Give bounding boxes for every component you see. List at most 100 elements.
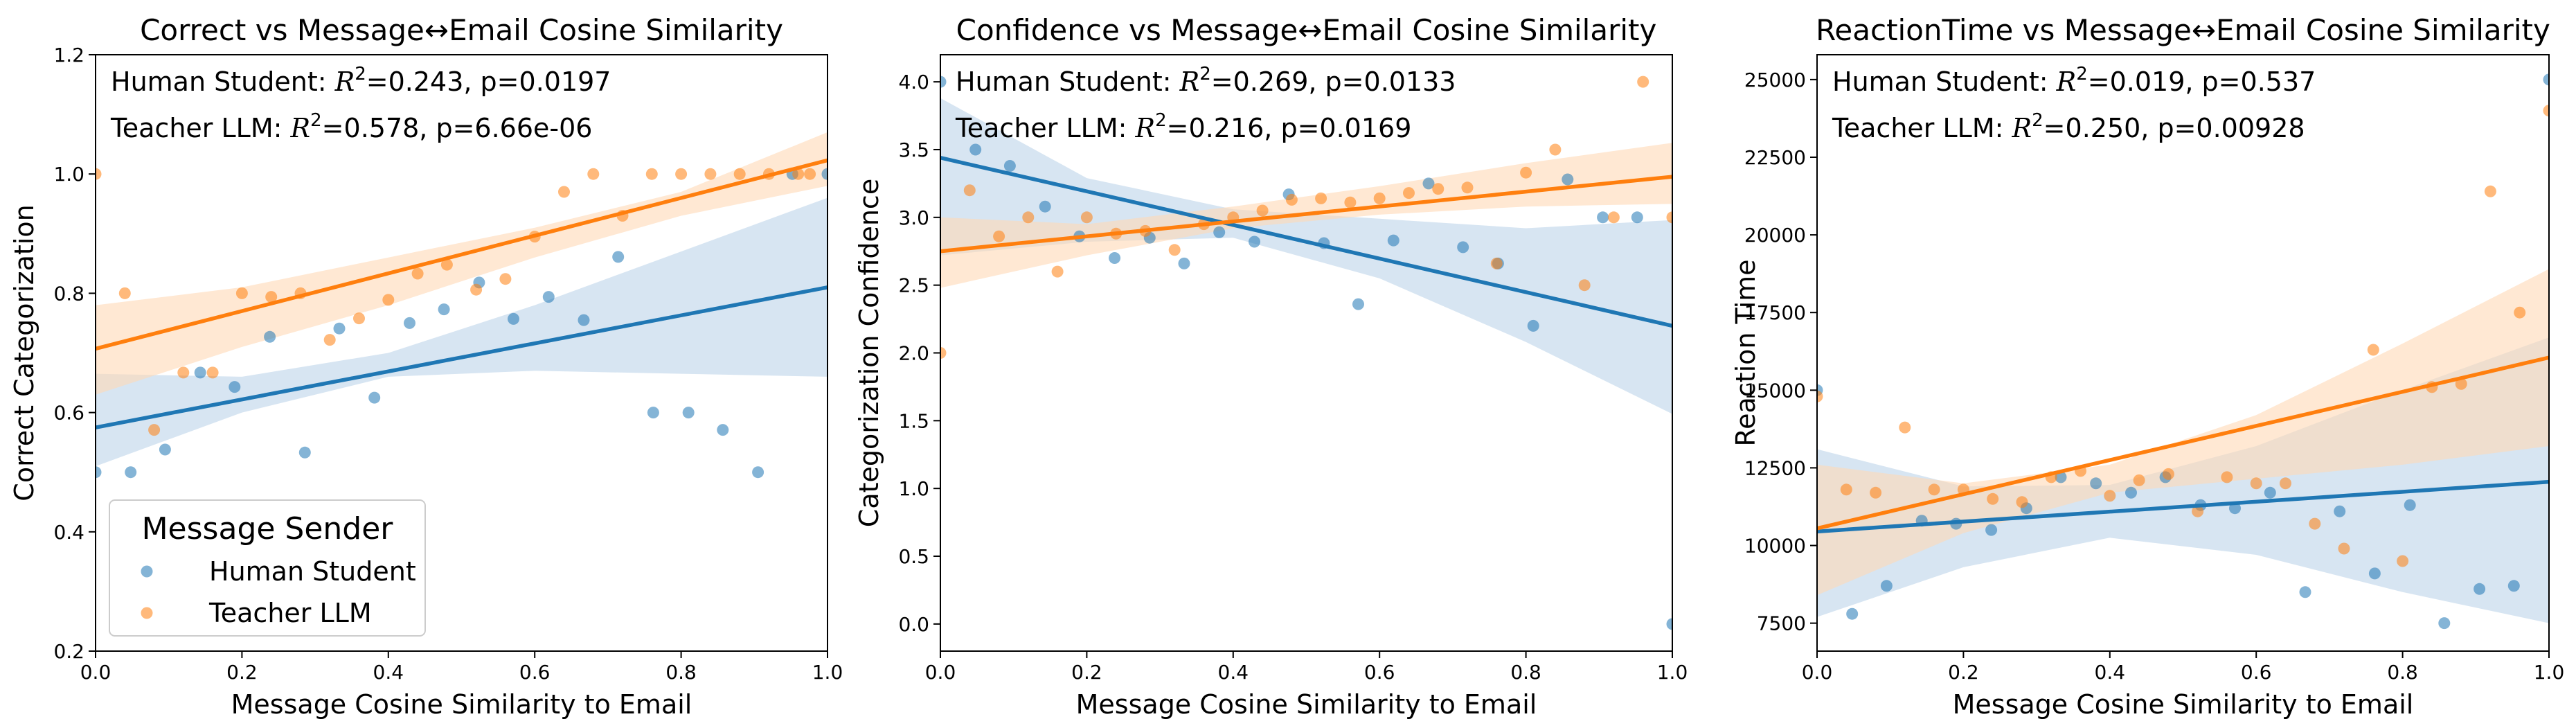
teacher-llm-point [411, 267, 424, 280]
y-tick-label: 15000 [1744, 379, 1806, 402]
teacher-llm-point [2016, 496, 2028, 508]
x-tick-label: 0.8 [1510, 661, 1541, 684]
y-tick-label: 0.4 [53, 521, 84, 544]
human-student-point [1457, 241, 1469, 254]
human-student-point [1846, 607, 1859, 620]
x-tick-label: 0.4 [1218, 661, 1249, 684]
y-tick-label: 1.0 [898, 477, 929, 500]
human-student-point [2507, 580, 2520, 592]
teacher-llm-point [118, 287, 131, 299]
human-student-point [940, 76, 947, 88]
teacher-llm-point [587, 168, 600, 180]
human-student-point [821, 168, 828, 180]
legend: Message Sender Human Student Teacher LLM [109, 499, 426, 637]
human-student-point [717, 424, 729, 436]
human-student-point [752, 466, 764, 479]
human-student-point [2299, 586, 2311, 598]
human-student-point [125, 466, 137, 479]
legend-label-teacher: Teacher LLM [208, 598, 372, 628]
x-tick-label: 0.0 [1802, 661, 1833, 684]
legend-marker-human [141, 565, 153, 578]
human-student-regression-line [1817, 479, 2549, 534]
teacher-llm-point [1870, 486, 1882, 499]
teacher-llm-point [704, 168, 717, 180]
human-student-point [2543, 73, 2549, 86]
teacher-llm-regression-line [940, 175, 1672, 254]
teacher-llm-point [1607, 211, 1620, 224]
chart-panel-3: 0.0 0.2 0.4 0.6 0.8 1.0 7500 10000 12500 15000 175… [1730, 13, 2564, 720]
x-tick-label: 0.4 [2095, 661, 2126, 684]
human-student-point [1109, 252, 1121, 264]
teacher-llm-point [1373, 192, 1386, 204]
y-tick-label: 25000 [1744, 69, 1806, 91]
axes-frame [95, 54, 828, 652]
human-student-point [2090, 477, 2102, 490]
axes-frame [1816, 54, 2550, 652]
teacher-llm-point [940, 347, 947, 359]
teacher-llm-point [2338, 542, 2350, 555]
human-student-point [2055, 471, 2067, 483]
human-student-point [229, 381, 241, 393]
legend-box [109, 499, 426, 637]
x-tick-label: 0.2 [1948, 661, 1979, 684]
teacher-llm-point [2280, 477, 2291, 490]
teacher-llm-point [2543, 105, 2549, 117]
teacher-llm-point [2162, 468, 2174, 480]
teacher-llm-point [382, 294, 395, 306]
chart-title: ReactionTime vs Message↔Email Cosine Sim… [1816, 13, 2550, 47]
human-student-point [96, 466, 102, 479]
human-student-point [264, 330, 276, 343]
teacher-llm-point [2192, 505, 2204, 517]
y-tick-label: 2.5 [898, 274, 929, 297]
teacher-llm-point [1578, 279, 1591, 292]
y-tick-label: 1.2 [53, 44, 84, 66]
teacher-llm-point [2133, 474, 2145, 486]
teacher-llm-point [96, 168, 102, 180]
human-student-point [1597, 211, 1609, 224]
teacher-llm-confidence-band [96, 132, 828, 395]
x-tick-label: 0.2 [226, 661, 258, 684]
teacher-llm-point [2455, 378, 2467, 390]
teacher-llm-point [2397, 555, 2409, 567]
teacher-llm-point [1549, 143, 1562, 156]
human-student-point [647, 407, 659, 419]
legend-label-human: Human Student [209, 556, 416, 587]
y-tick-label: 3.5 [898, 139, 929, 161]
teacher-llm-point [1022, 211, 1035, 224]
y-tick-label: 0.2 [53, 640, 84, 663]
y-axis-label: Reaction Time [1730, 259, 1761, 446]
human-student-point [1178, 257, 1190, 269]
human-student-point [2125, 486, 2137, 499]
chart-panel-1: 0.0 0.2 0.4 0.6 0.8 1.00.20.40.60.81.01.2Corr… [9, 13, 843, 720]
human-student-point [194, 366, 206, 379]
y-tick-label: 0.6 [53, 402, 84, 425]
y-tick-label: 1.0 [53, 163, 84, 186]
x-axis-label: Message Cosine Similarity to Email [1953, 689, 2414, 720]
x-tick-label: 0.6 [519, 661, 551, 684]
teacher-llm-point [1928, 483, 1940, 496]
teacher-llm-point [558, 186, 570, 198]
teacher-llm-point [675, 168, 688, 180]
human-student-regression-line [940, 156, 1672, 328]
y-tick-label: 0.5 [898, 545, 929, 568]
teacher-llm-point [1637, 76, 1649, 88]
x-tick-label: 0.8 [665, 661, 697, 684]
teacher-llm-point [792, 168, 805, 180]
teacher-llm-point [1051, 265, 1064, 278]
human-student-point [2334, 505, 2346, 517]
human-student-point [404, 317, 415, 329]
x-tick-label: 1.0 [812, 661, 843, 684]
teacher-llm-point [1168, 244, 1181, 256]
annotation-human: Human Student: R2=0.243, p=0.0197 [111, 64, 611, 97]
teacher-llm-point [1080, 211, 1093, 224]
teacher-llm-point [804, 168, 816, 180]
teacher-llm-point [645, 168, 658, 180]
human-student-confidence-band [940, 98, 1672, 414]
human-student-point [1631, 211, 1643, 224]
human-student-point [1003, 160, 1016, 172]
teacher-llm-point [2367, 344, 2379, 356]
teacher-llm-point [1256, 204, 1269, 217]
y-tick-label: 2.0 [898, 342, 929, 365]
y-tick-label: 1.5 [898, 409, 929, 432]
teacher-llm-point [2309, 517, 2321, 530]
